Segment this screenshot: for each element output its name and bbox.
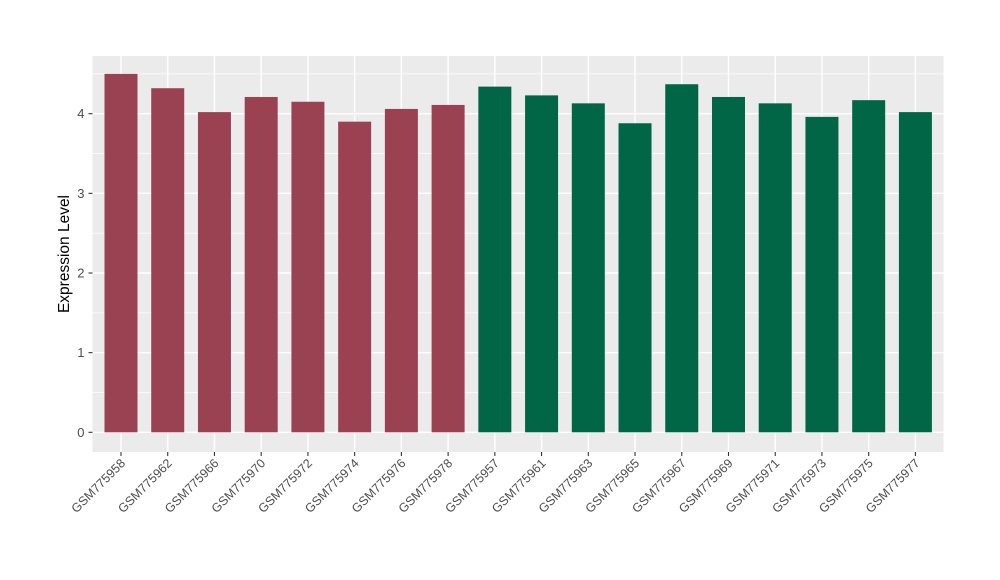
bar-GSM775963: [571, 103, 605, 433]
bar-GSM775957: [478, 86, 512, 433]
bar-GSM775965: [618, 123, 652, 433]
y-tick-label-4: 4: [77, 106, 84, 121]
y-tick-label-1: 1: [77, 345, 84, 360]
bar-GSM775971: [758, 103, 792, 433]
bar-GSM775969: [711, 96, 745, 433]
bar-GSM775975: [852, 100, 886, 433]
bar-GSM775961: [525, 95, 559, 433]
bar-GSM775967: [665, 84, 699, 433]
bar-GSM775977: [898, 112, 932, 433]
bar-GSM775966: [197, 112, 231, 433]
bar-GSM775972: [291, 101, 325, 433]
y-tick-label-0: 0: [77, 425, 84, 440]
bar-GSM775974: [338, 121, 372, 433]
y-tick-label-2: 2: [77, 266, 84, 281]
y-axis-title: Expression Level: [56, 195, 73, 313]
bar-GSM775962: [151, 88, 185, 433]
bar-GSM775958: [104, 73, 138, 433]
bar-GSM775978: [431, 104, 465, 433]
bar-GSM775973: [805, 116, 839, 433]
bar-GSM775970: [244, 96, 278, 433]
y-tick-label-3: 3: [77, 186, 84, 201]
plot-panel: [92, 56, 944, 452]
bar-GSM775976: [384, 108, 418, 433]
